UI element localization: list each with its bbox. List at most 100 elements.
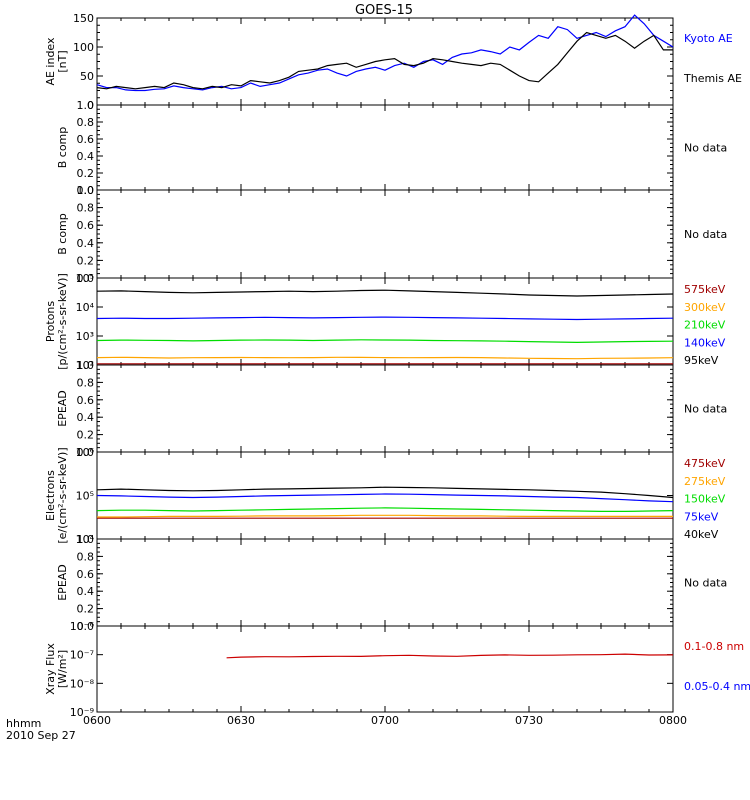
x-tick-label: 0800	[659, 714, 687, 727]
panel-epead2: 0.0 0.2 0.4 0.6 0.8 1.0 EPEAD No data	[56, 533, 727, 633]
y-tick-label: 10⁵	[76, 490, 94, 503]
panel-frame	[96, 625, 674, 713]
y-tick-label: 0.0	[77, 620, 95, 633]
legend-label: 0.1-0.8 nm	[684, 640, 744, 653]
y-tick-label: 0.4	[77, 237, 95, 250]
panel-frame	[96, 104, 674, 191]
legend-label: 210keV	[684, 319, 726, 332]
legend-label: Kyoto AE	[684, 32, 733, 45]
y-axis-label: AE index	[44, 37, 57, 86]
panel-ae: 0 50 100 150 AE index [nT] Kyoto AE Themis AE	[44, 12, 742, 112]
x-tick-label: 0730	[515, 714, 543, 727]
panel-frame	[96, 538, 674, 627]
y-tick-label: 100	[73, 41, 94, 54]
no-data-label: No data	[684, 142, 727, 155]
x-tick-label: 0630	[227, 714, 255, 727]
panel-frame	[96, 451, 674, 540]
panel-frame	[96, 277, 674, 366]
y-tick-label: 0.6	[77, 568, 95, 581]
legend-label: 140keV	[684, 336, 726, 349]
legend-label: 300keV	[684, 301, 726, 314]
y-tick-label: 50	[80, 70, 94, 83]
y-tick-label: 10⁻⁹	[70, 706, 94, 719]
panel-frame	[96, 17, 674, 106]
legend-label: Themis AE	[683, 72, 742, 85]
series-line-kyoto-ae	[96, 14, 674, 92]
y-tick-label: 1.0	[77, 359, 95, 372]
y-tick-label: 150	[73, 12, 94, 25]
series-line-themis-ae	[96, 31, 673, 90]
panels: 0 50 100 150 AE index [nT] Kyoto AE Themis AE 0.…	[44, 12, 750, 719]
y-axis-label: EPEAD	[56, 564, 69, 601]
y-tick-label: 10⁴	[76, 301, 95, 314]
y-tick-label: 0.8	[77, 116, 95, 129]
y-tick-label: 10⁵	[76, 272, 94, 285]
y-tick-label: 0.2	[77, 603, 95, 616]
y-tick-label: 0.8	[77, 376, 95, 389]
panel-frame	[96, 364, 674, 453]
y-axis-label: [W/m²]	[56, 650, 69, 688]
y-tick-label: 10⁻⁷	[70, 649, 94, 662]
y-tick-label: 0.4	[77, 150, 95, 163]
y-axis-label: B comp	[56, 213, 69, 255]
legend-label: 275keV	[684, 475, 726, 488]
panel-epead1: 0.0 0.2 0.4 0.6 0.8 1.0 EPEAD No data	[56, 359, 727, 459]
series-line-275kev	[97, 514, 673, 518]
y-axis-label: Xray Flux	[44, 643, 57, 695]
no-data-label: No data	[684, 403, 727, 416]
y-axis-label: EPEAD	[56, 390, 69, 427]
legend-label: 0.05-0.4 nm	[684, 680, 750, 693]
chart-title: GOES-15	[355, 3, 413, 18]
series-line-150kev	[96, 507, 674, 512]
x-tick-label: 0600	[83, 714, 111, 727]
no-data-label: No data	[684, 228, 727, 241]
y-axis-label: [e/(cm²-s-sr-keV)]	[56, 447, 69, 543]
series-line-75kev	[96, 493, 674, 503]
y-tick-label: 1.0	[77, 99, 95, 112]
y-tick-label: 10³	[76, 330, 94, 343]
legend-label: 95keV	[684, 354, 719, 367]
legend-label: 475keV	[684, 457, 726, 470]
no-data-label: No data	[684, 577, 727, 590]
y-tick-label: 0.8	[77, 550, 95, 563]
series-line-95kev	[96, 289, 674, 297]
y-tick-label: 10²	[76, 359, 94, 372]
series-line-0-1-0-8-nm	[226, 653, 674, 659]
panel-bcomp2: 0.0 0.2 0.4 0.6 0.8 1.0 B comp No data	[56, 184, 727, 285]
y-tick-label: 0.0	[77, 446, 95, 459]
y-tick-label: 10⁻⁸	[70, 677, 95, 690]
date-label: 2010 Sep 27	[6, 729, 76, 742]
y-axis-label: [p/(cm²-s-sr-keV)]	[56, 273, 69, 370]
y-tick-label: 0.6	[77, 219, 95, 232]
series-line-210kev	[96, 339, 674, 344]
panel-electrons: 10⁴ 10⁵ 10⁶ Electrons [e/(cm²-s-sr-keV)] 475k…	[44, 446, 726, 546]
y-tick-label: 0.2	[77, 429, 95, 442]
panel-protons: 10² 10³ 10⁴ 10⁵ Protons [p/(cm²-s-sr-keV)] 575…	[44, 272, 726, 372]
y-tick-label: 10⁶	[76, 446, 95, 459]
y-tick-label: 10⁴	[76, 533, 95, 546]
y-axis-label: Electrons	[44, 470, 57, 521]
time-axis: 0600 0630 0700 0730 0800	[83, 714, 687, 727]
y-tick-label: 0.6	[77, 133, 95, 146]
y-tick-label: 0.8	[77, 202, 95, 215]
series-line-140kev	[96, 316, 674, 321]
panel-frame	[96, 189, 674, 279]
y-axis-label: [nT]	[56, 50, 69, 72]
y-tick-label: 0.4	[77, 411, 95, 424]
y-axis-label: B comp	[56, 127, 69, 169]
y-tick-label: 0.2	[77, 167, 95, 180]
y-tick-label: 0.4	[77, 585, 95, 598]
legend-label: 75keV	[684, 510, 719, 523]
x-tick-label: 0700	[371, 714, 399, 727]
y-tick-label: 1.0	[77, 533, 95, 546]
y-tick-label: 0	[87, 99, 94, 112]
y-tick-label: 0.0	[77, 184, 95, 197]
y-tick-label: 10⁻⁶	[70, 620, 95, 633]
series-line-40kev	[96, 486, 674, 499]
series-line-300kev	[96, 356, 674, 360]
y-tick-label: 0.6	[77, 394, 95, 407]
legend-label: 575keV	[684, 283, 726, 296]
panel-bcomp1: 0.0 0.2 0.4 0.6 0.8 1.0 B comp No data	[56, 99, 727, 197]
legend-label: 40keV	[684, 528, 719, 541]
